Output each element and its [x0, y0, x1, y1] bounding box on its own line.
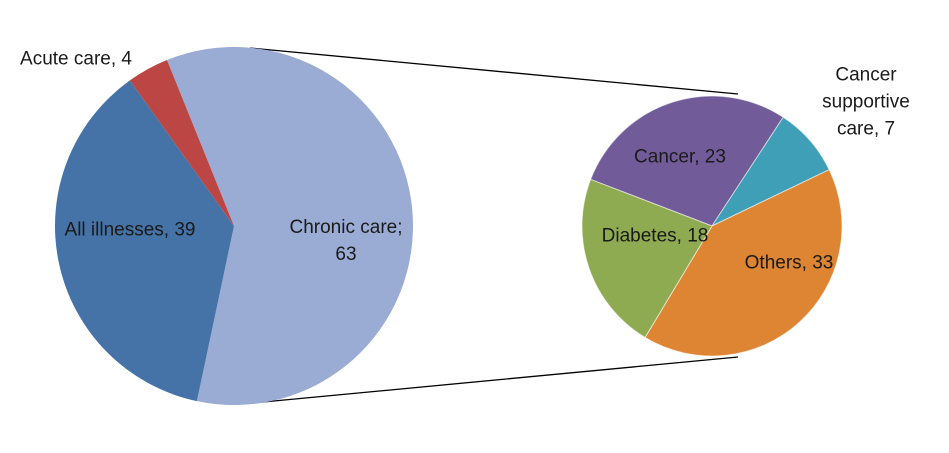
- breakout-pie-slice-diabetes: [581, 178, 713, 338]
- main-pie-slice-acute-care: [129, 60, 234, 226]
- main-pie-slice-all-illnesses: [55, 80, 234, 402]
- series-line-bottom: [252, 356, 739, 404]
- breakout-pie-slice-cancer: [590, 95, 784, 227]
- series-connector-lines: [249, 47, 739, 404]
- breakout-pie: [581, 95, 843, 357]
- series-line-top: [249, 47, 739, 95]
- main-pie-slice-chronic-care: [166, 46, 414, 405]
- breakout-pie-slice-others: [644, 169, 843, 357]
- main-pie: [55, 46, 414, 405]
